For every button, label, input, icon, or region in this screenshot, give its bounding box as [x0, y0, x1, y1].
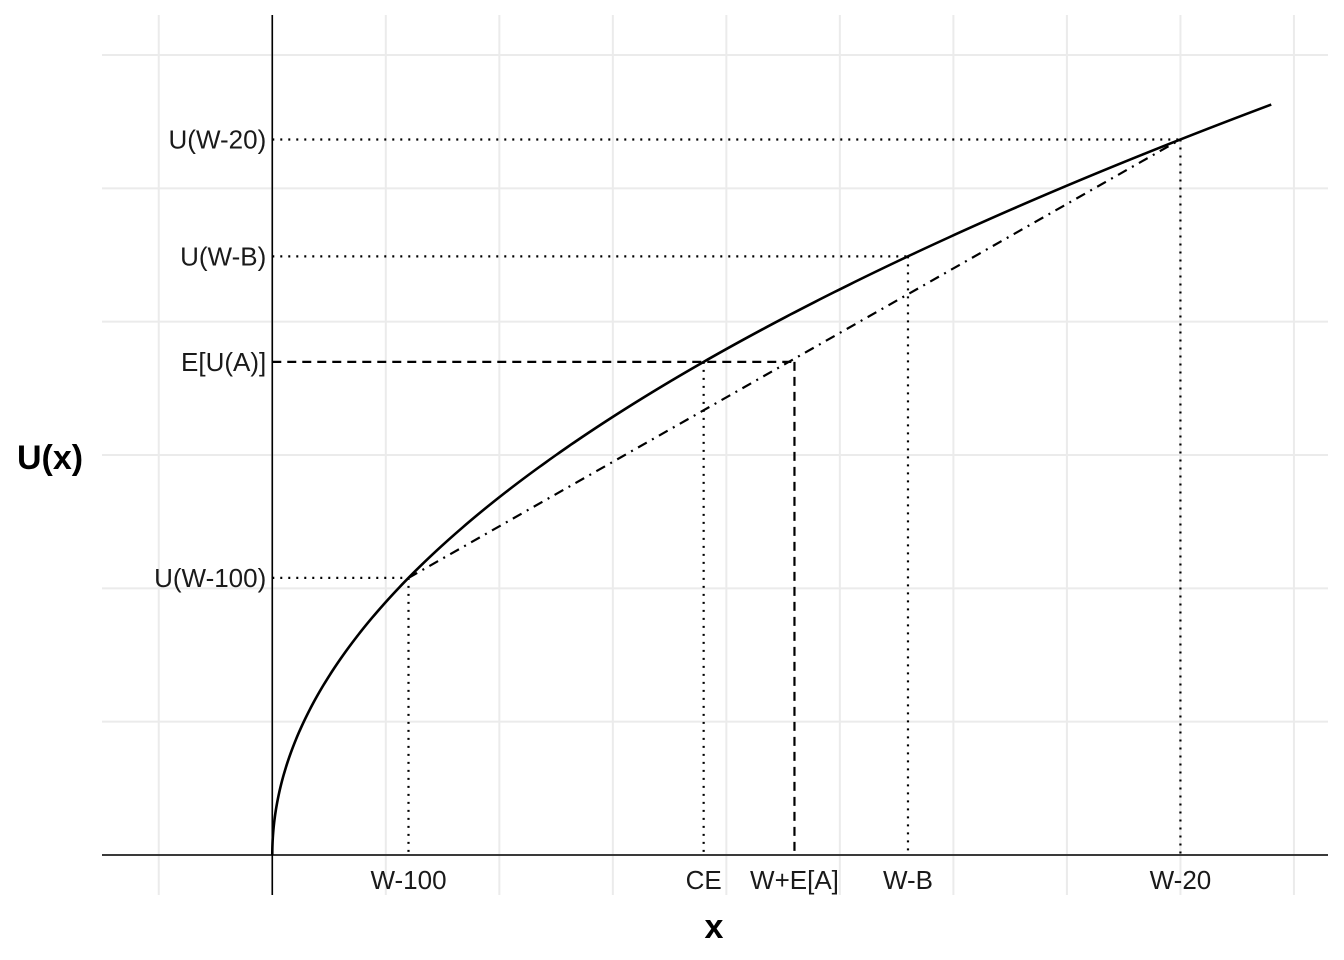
x-tick-label-3: W-B [883, 865, 933, 895]
guide-lines [272, 138, 1182, 855]
x-tick-label-2: W+E[A] [750, 865, 839, 895]
y-tick-label-3: U(W-20) [169, 124, 267, 154]
chord-line [407, 138, 1181, 579]
x-tick-label-4: W-20 [1150, 865, 1212, 895]
series [270, 103, 1272, 856]
y-tick-label-2: U(W-B) [180, 241, 266, 271]
y-tick-label-0: U(W-100) [154, 563, 266, 593]
y-tick-label-1: E[U(A)] [181, 347, 266, 377]
x-axis-title: x [705, 908, 724, 946]
utility-curve [270, 103, 1272, 856]
axes [102, 15, 1328, 895]
x-tick-label-0: W-100 [370, 865, 446, 895]
x-tick-label-1: CE [686, 865, 722, 895]
grid [102, 15, 1328, 895]
tick-labels: W-100 CE W+E[A] W-B W-20 U(W-100) E[U(A)] U(W-B… [154, 124, 1211, 895]
y-axis-title: U(x) [17, 439, 83, 477]
